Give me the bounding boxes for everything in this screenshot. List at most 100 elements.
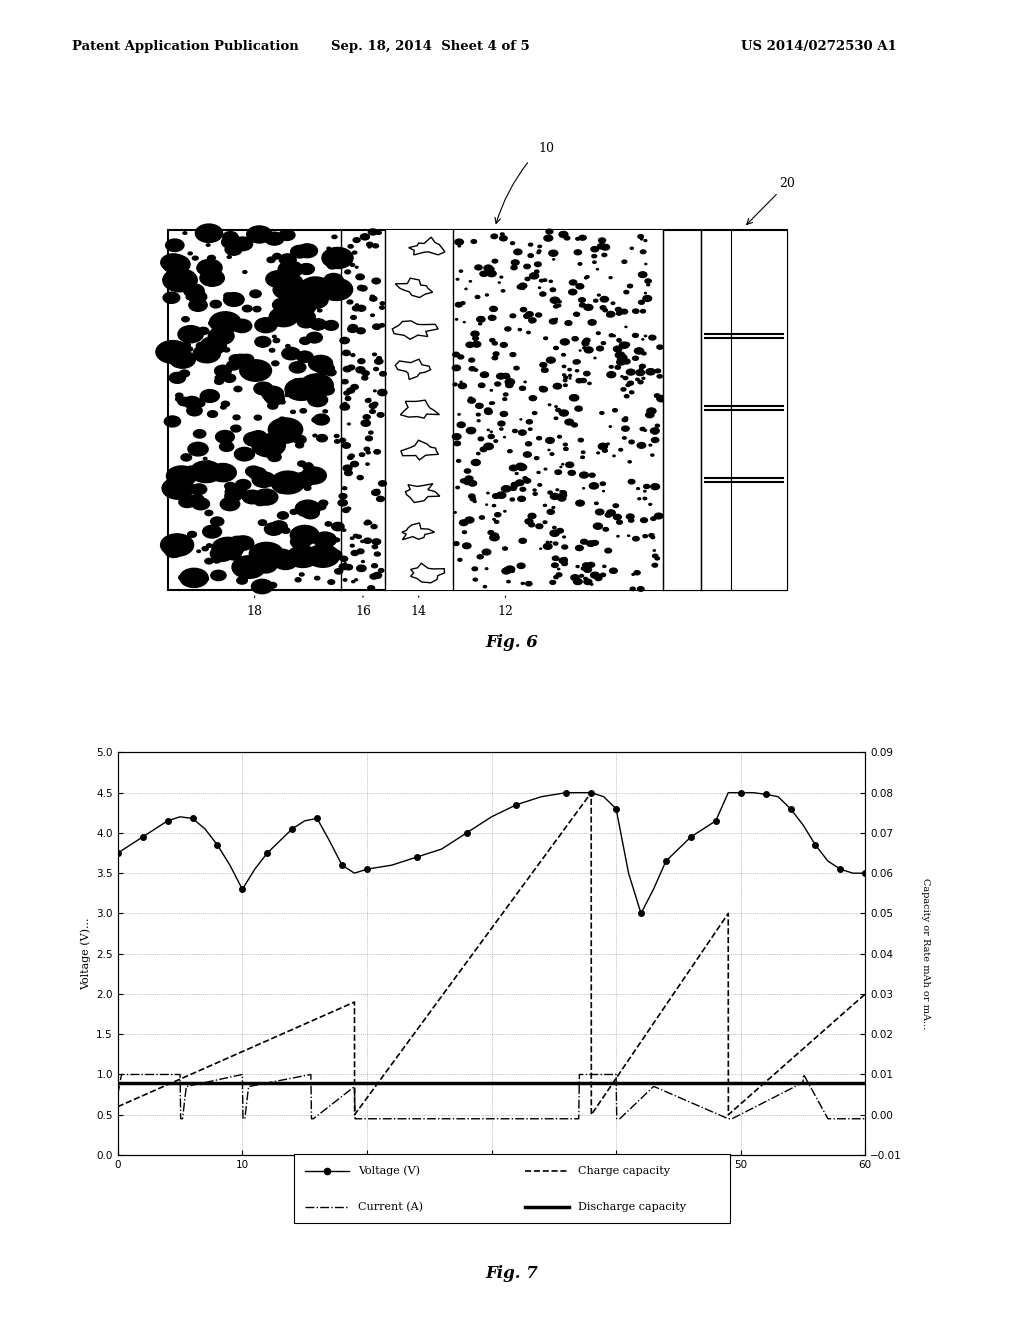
Circle shape xyxy=(540,387,548,392)
Circle shape xyxy=(307,463,311,466)
Circle shape xyxy=(523,478,530,483)
Circle shape xyxy=(594,358,596,359)
Circle shape xyxy=(469,397,473,400)
Circle shape xyxy=(613,346,622,351)
Circle shape xyxy=(312,417,319,422)
Circle shape xyxy=(511,482,518,487)
Circle shape xyxy=(518,430,526,436)
Circle shape xyxy=(618,355,627,360)
Circle shape xyxy=(167,466,197,486)
Circle shape xyxy=(374,389,376,392)
Text: Current (A): Current (A) xyxy=(358,1201,423,1212)
Circle shape xyxy=(485,294,488,296)
Circle shape xyxy=(580,304,586,308)
Circle shape xyxy=(229,355,243,363)
Circle shape xyxy=(473,578,477,581)
Circle shape xyxy=(647,408,656,414)
Circle shape xyxy=(473,337,478,341)
Circle shape xyxy=(500,236,507,240)
Circle shape xyxy=(163,255,190,273)
Circle shape xyxy=(559,411,568,416)
Circle shape xyxy=(516,463,525,469)
Circle shape xyxy=(356,327,366,334)
Circle shape xyxy=(339,494,347,499)
Circle shape xyxy=(653,549,655,552)
Circle shape xyxy=(357,285,366,290)
Circle shape xyxy=(191,304,197,306)
Circle shape xyxy=(500,412,508,416)
Circle shape xyxy=(543,279,547,281)
Circle shape xyxy=(188,290,207,304)
Circle shape xyxy=(264,523,283,535)
Circle shape xyxy=(231,354,251,367)
Circle shape xyxy=(324,273,343,286)
Circle shape xyxy=(618,449,623,451)
Circle shape xyxy=(182,273,189,279)
Circle shape xyxy=(461,302,465,304)
Circle shape xyxy=(651,536,654,539)
Circle shape xyxy=(197,342,206,348)
Circle shape xyxy=(268,418,303,441)
Circle shape xyxy=(484,265,493,271)
Circle shape xyxy=(342,487,347,490)
Circle shape xyxy=(188,442,208,455)
Circle shape xyxy=(291,300,298,305)
Circle shape xyxy=(300,277,331,298)
Circle shape xyxy=(510,465,518,471)
Circle shape xyxy=(607,372,615,378)
Circle shape xyxy=(176,393,183,397)
Circle shape xyxy=(291,535,310,549)
Circle shape xyxy=(563,444,567,446)
Circle shape xyxy=(573,360,580,364)
Circle shape xyxy=(463,531,467,533)
Circle shape xyxy=(299,573,304,576)
Circle shape xyxy=(584,305,593,310)
Circle shape xyxy=(627,513,634,519)
Circle shape xyxy=(458,558,462,561)
Circle shape xyxy=(303,292,328,309)
Circle shape xyxy=(476,413,480,416)
Circle shape xyxy=(562,562,567,565)
Circle shape xyxy=(347,388,354,393)
Circle shape xyxy=(559,231,568,238)
Circle shape xyxy=(345,470,351,474)
Circle shape xyxy=(354,579,357,581)
Circle shape xyxy=(469,480,476,486)
Circle shape xyxy=(461,302,465,305)
Circle shape xyxy=(456,318,458,321)
Circle shape xyxy=(291,411,295,413)
Circle shape xyxy=(649,503,651,506)
Circle shape xyxy=(535,457,539,459)
Circle shape xyxy=(554,417,558,420)
Circle shape xyxy=(291,246,309,257)
Circle shape xyxy=(588,383,591,384)
Circle shape xyxy=(372,490,380,495)
Circle shape xyxy=(343,465,352,471)
Circle shape xyxy=(628,381,634,385)
Circle shape xyxy=(534,492,538,495)
Circle shape xyxy=(475,265,482,269)
Circle shape xyxy=(623,418,628,421)
Circle shape xyxy=(292,298,315,315)
Circle shape xyxy=(495,520,499,523)
Circle shape xyxy=(457,459,461,462)
Circle shape xyxy=(210,312,241,333)
Circle shape xyxy=(616,339,622,342)
Circle shape xyxy=(501,343,507,347)
Circle shape xyxy=(564,236,569,240)
Circle shape xyxy=(642,378,645,379)
Circle shape xyxy=(529,396,537,401)
Text: 10: 10 xyxy=(539,143,555,156)
Text: 16: 16 xyxy=(355,605,371,618)
Circle shape xyxy=(271,360,279,366)
Circle shape xyxy=(290,362,306,374)
Circle shape xyxy=(603,565,606,568)
Circle shape xyxy=(209,321,216,326)
Circle shape xyxy=(191,498,210,510)
Circle shape xyxy=(493,259,498,263)
Circle shape xyxy=(538,246,542,248)
Circle shape xyxy=(190,300,199,305)
Circle shape xyxy=(254,488,278,506)
Circle shape xyxy=(628,284,633,288)
Bar xyxy=(168,230,787,590)
